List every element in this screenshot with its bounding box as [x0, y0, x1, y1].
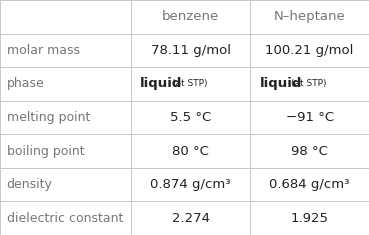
Text: 80 °C: 80 °C: [172, 145, 209, 158]
Text: −91 °C: −91 °C: [286, 111, 334, 124]
Text: 0.874 g/cm³: 0.874 g/cm³: [150, 178, 231, 191]
Text: dielectric constant: dielectric constant: [7, 212, 123, 225]
Text: density: density: [7, 178, 52, 191]
Text: molar mass: molar mass: [7, 44, 80, 57]
Text: 1.925: 1.925: [291, 212, 328, 225]
Text: phase: phase: [7, 77, 44, 90]
Text: 5.5 °C: 5.5 °C: [170, 111, 211, 124]
Text: liquid: liquid: [259, 77, 302, 90]
Text: 78.11 g/mol: 78.11 g/mol: [151, 44, 231, 57]
Text: liquid: liquid: [140, 77, 183, 90]
Text: 98 °C: 98 °C: [291, 145, 328, 158]
Text: 0.684 g/cm³: 0.684 g/cm³: [269, 178, 350, 191]
Text: benzene: benzene: [162, 10, 219, 23]
Text: N–heptane: N–heptane: [274, 10, 345, 23]
Text: 100.21 g/mol: 100.21 g/mol: [265, 44, 354, 57]
Text: melting point: melting point: [7, 111, 90, 124]
Text: 2.274: 2.274: [172, 212, 210, 225]
Text: (at STP): (at STP): [291, 79, 326, 88]
Text: boiling point: boiling point: [7, 145, 84, 158]
Text: (at STP): (at STP): [172, 79, 207, 88]
